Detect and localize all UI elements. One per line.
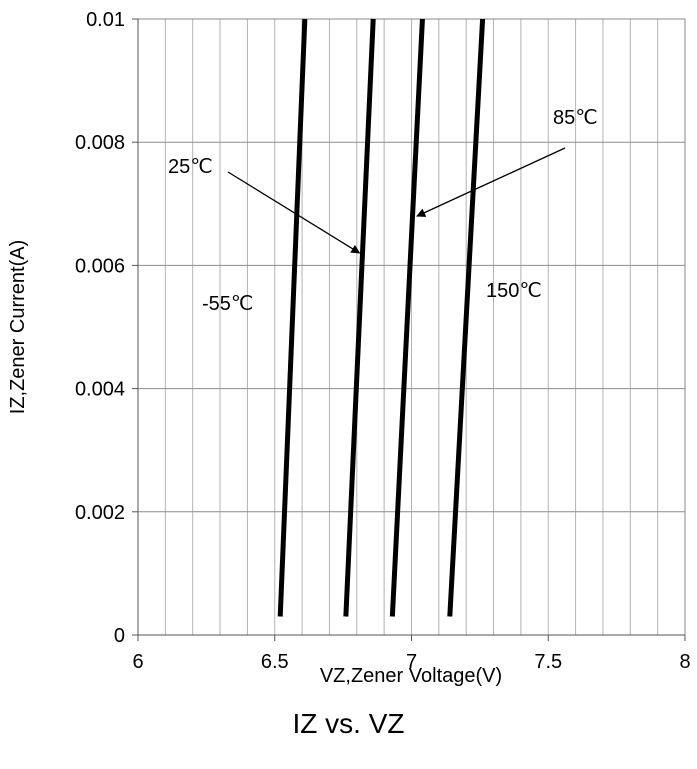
grid: [138, 18, 685, 636]
x-tick-label: 6: [132, 651, 143, 673]
annotation-25c-label: 25℃: [168, 156, 213, 178]
series-label-150c: 150℃: [486, 280, 542, 302]
y-tick-label: 0.008: [75, 132, 125, 154]
annotation-arrow-0: [227, 171, 361, 254]
x-axis-title: VZ,Zener Voltage(V): [320, 665, 502, 687]
series-line-0: [277, 18, 308, 617]
y-tick-label: 0.004: [75, 379, 125, 401]
series-line-2: [389, 18, 425, 617]
x-tick-label: 8: [679, 651, 690, 673]
x-tick-label: 7: [406, 651, 417, 673]
chart-title: IZ vs. VZ: [292, 708, 405, 739]
y-tick-label: 0: [114, 625, 125, 647]
series-line-1: [343, 18, 376, 617]
annotations: 25℃ 85℃ -55℃ 150℃: [168, 107, 598, 315]
series-label-minus55c: -55℃: [202, 293, 253, 315]
annotation-85c-label: 85℃: [553, 107, 598, 129]
axes: [132, 18, 686, 641]
y-axis-title: IZ,Zener Current(A): [7, 240, 29, 414]
y-tick-label: 0.006: [75, 255, 125, 277]
tick-labels: 6 6.5 7 7.5 8 0 0.002 0.004 0.006 0.008 0.01: [75, 9, 691, 673]
annotation-arrow-1: [416, 147, 566, 217]
series-lines: [277, 18, 486, 617]
x-tick-label: 6.5: [261, 651, 289, 673]
series-line-3: [447, 18, 486, 617]
y-tick-label: 0.01: [86, 9, 125, 31]
x-tick-label: 7.5: [534, 651, 562, 673]
y-tick-label: 0.002: [75, 502, 125, 524]
